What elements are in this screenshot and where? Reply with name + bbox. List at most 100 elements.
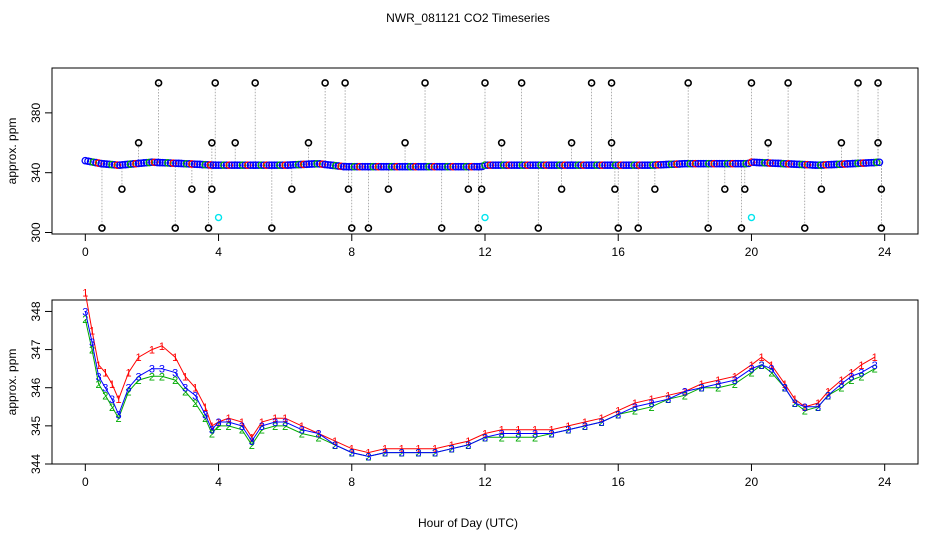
series-1-point: 1: [96, 360, 102, 372]
baseline-point: [465, 162, 473, 171]
baseline-point: [275, 161, 284, 170]
series-2-point: 2: [209, 429, 215, 441]
series-3-point: 3: [136, 371, 142, 383]
series-2-point: 2: [215, 421, 221, 433]
baseline-point: [350, 162, 359, 171]
baseline-point: [209, 161, 218, 169]
baseline-point: [97, 159, 106, 168]
series-2-point: 2: [82, 314, 88, 326]
series-2-point: 2: [768, 368, 774, 380]
baseline-point: [736, 159, 745, 168]
baseline-point: [297, 160, 305, 169]
baseline-point: [339, 162, 348, 171]
series-2-point: 2: [349, 448, 355, 460]
baseline-point: [630, 161, 639, 170]
spike-point: [231, 138, 239, 147]
series-2-point: 2: [249, 440, 255, 452]
series-3-point: 3: [382, 448, 388, 460]
series-1-point: 1: [382, 444, 388, 456]
series-3-point: 3: [848, 371, 854, 383]
baseline-point: [270, 161, 279, 170]
baseline-point: [587, 161, 596, 170]
baseline-point: [134, 159, 143, 168]
series-1-point: 1: [259, 417, 265, 429]
y-tick-label: 348: [29, 301, 43, 321]
baseline-point: [875, 158, 884, 167]
baseline-point: [467, 162, 476, 171]
series-2-point: 2: [792, 398, 798, 410]
baseline-point: [752, 158, 761, 167]
baseline-point: [792, 160, 801, 169]
top-y-axis-label: approx. ppm: [5, 118, 19, 185]
baseline-point: [323, 160, 332, 169]
baseline-point: [283, 161, 292, 169]
baseline-point: [673, 160, 681, 168]
baseline-point: [646, 161, 655, 170]
baseline-point: [193, 160, 202, 169]
series-3-point: 3: [192, 390, 198, 402]
baseline-point: [814, 161, 822, 170]
series-1-point: 1: [249, 432, 255, 444]
x-tick-label: 4: [215, 245, 222, 259]
baseline-point: [267, 161, 276, 170]
baseline-point: [838, 160, 846, 168]
baseline-point: [342, 162, 351, 171]
baseline-point: [691, 159, 700, 168]
baseline-point: [329, 161, 337, 170]
baseline-point: [800, 160, 809, 169]
baseline-point: [547, 161, 556, 170]
spike-point: [557, 185, 566, 193]
series-1-point: 1: [149, 345, 155, 357]
baseline-point: [124, 160, 132, 169]
baseline-point: [843, 160, 852, 168]
series-3-point: 3: [349, 448, 355, 460]
baseline-point: [667, 160, 676, 169]
spike-point: [651, 185, 659, 193]
baseline-point: [361, 162, 369, 171]
baseline-point: [201, 160, 210, 169]
series-2-point: 2: [758, 360, 764, 372]
baseline-point: [382, 162, 391, 171]
series-1-point: 1: [89, 326, 95, 338]
baseline-point: [430, 162, 439, 171]
baseline-point: [113, 161, 122, 169]
spike-point: [534, 224, 543, 232]
baseline-point: [590, 161, 599, 170]
baseline-point: [355, 162, 364, 171]
baseline-point: [363, 162, 372, 171]
spike-point: [587, 79, 596, 87]
baseline-point: [739, 159, 748, 168]
spike-point: [204, 224, 213, 232]
series-2-point: 2: [815, 402, 821, 414]
series-2-point: 2: [515, 432, 521, 444]
series-1-point: 1: [415, 444, 421, 456]
baseline-point: [619, 161, 628, 170]
series-1-point: 1: [838, 375, 844, 387]
spike-point: [567, 138, 576, 147]
baseline-point: [702, 159, 711, 168]
series-3-point: 3: [582, 421, 588, 433]
baseline-point: [734, 159, 742, 168]
series-1-point: 1: [315, 429, 321, 441]
baseline-point: [236, 161, 244, 170]
baseline-point: [180, 159, 188, 168]
baseline-point: [595, 161, 604, 170]
baseline-point: [798, 160, 806, 169]
baseline-point: [497, 161, 505, 170]
baseline-point: [641, 161, 649, 170]
series-3-point: 3: [632, 402, 638, 414]
spike-point: [421, 79, 429, 87]
baseline-point: [273, 161, 282, 170]
baseline-point: [257, 161, 266, 170]
special-point: [747, 213, 756, 222]
series-2-point: 2: [582, 421, 588, 433]
spike-point: [211, 79, 220, 87]
baseline-point: [169, 159, 178, 168]
series-2-point: 2: [315, 432, 321, 444]
baseline-point: [326, 161, 335, 169]
baseline-point: [760, 158, 769, 167]
baseline-point: [696, 159, 705, 168]
spike-point: [208, 185, 216, 193]
baseline-point: [851, 159, 860, 168]
